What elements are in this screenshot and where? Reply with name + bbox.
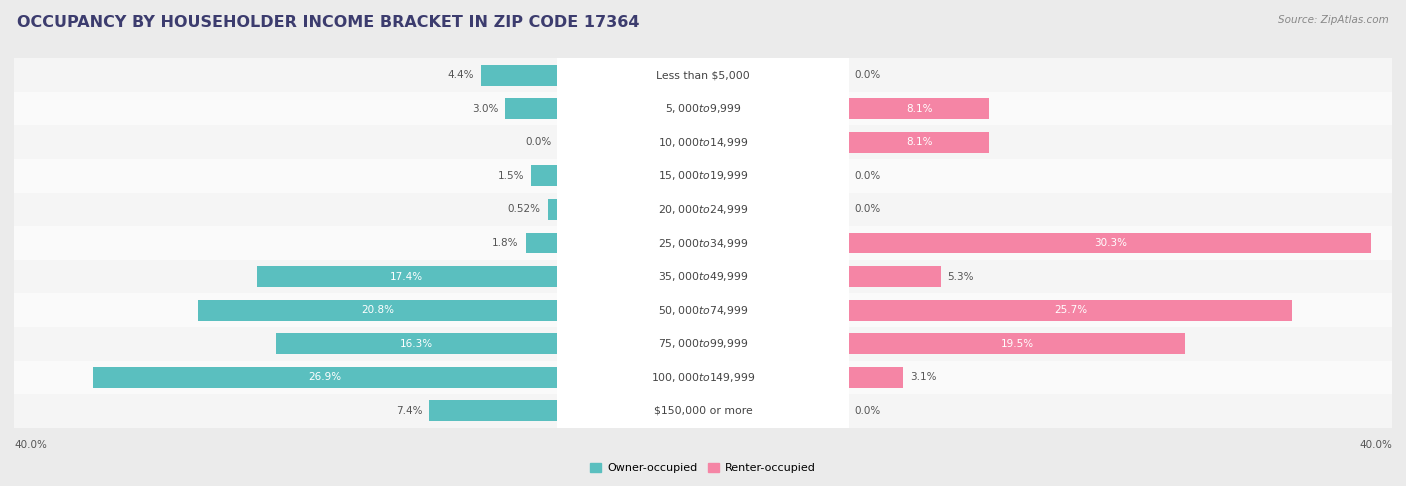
Bar [14,226,1392,260]
Bar [557,125,849,159]
Text: 8.1%: 8.1% [905,137,932,147]
Bar [481,65,557,86]
Text: 0.0%: 0.0% [855,70,880,80]
Bar [557,226,849,260]
Text: 16.3%: 16.3% [399,339,433,349]
Bar [14,92,1392,125]
Bar [849,98,988,119]
Text: $20,000 to $24,999: $20,000 to $24,999 [658,203,748,216]
Bar [849,233,1371,253]
Bar [849,333,1185,354]
Text: 8.1%: 8.1% [905,104,932,114]
Bar [557,394,849,428]
Text: 19.5%: 19.5% [1001,339,1033,349]
Text: 40.0%: 40.0% [1360,439,1392,450]
Bar [14,192,1392,226]
Bar [526,233,557,253]
Text: 0.0%: 0.0% [855,171,880,181]
Bar [849,300,1292,321]
Bar [198,300,557,321]
Bar [14,394,1392,428]
Bar [531,165,557,186]
Bar [557,327,849,361]
Text: Less than $5,000: Less than $5,000 [657,70,749,80]
Bar [849,132,988,153]
Text: 0.0%: 0.0% [526,137,551,147]
Bar [849,266,941,287]
Text: 40.0%: 40.0% [14,439,46,450]
Bar [548,199,557,220]
Bar [14,260,1392,294]
Text: $150,000 or more: $150,000 or more [654,406,752,416]
Bar [505,98,557,119]
Text: 20.8%: 20.8% [361,305,394,315]
Text: 1.5%: 1.5% [498,171,524,181]
Text: 26.9%: 26.9% [308,372,342,382]
Text: 1.8%: 1.8% [492,238,519,248]
Text: OCCUPANCY BY HOUSEHOLDER INCOME BRACKET IN ZIP CODE 17364: OCCUPANCY BY HOUSEHOLDER INCOME BRACKET … [17,15,640,30]
Text: 3.0%: 3.0% [471,104,498,114]
Bar [14,58,1392,92]
Text: 17.4%: 17.4% [391,272,423,281]
Bar [14,294,1392,327]
Text: $35,000 to $49,999: $35,000 to $49,999 [658,270,748,283]
Bar [14,361,1392,394]
Bar [557,92,849,125]
Text: $75,000 to $99,999: $75,000 to $99,999 [658,337,748,350]
Text: 5.3%: 5.3% [948,272,974,281]
Text: $25,000 to $34,999: $25,000 to $34,999 [658,237,748,249]
Bar [557,294,849,327]
Text: 25.7%: 25.7% [1054,305,1087,315]
Bar [14,327,1392,361]
Bar [429,400,557,421]
Text: 0.0%: 0.0% [855,205,880,214]
Bar [557,260,849,294]
Bar [557,159,849,192]
Bar [557,58,849,92]
Text: $50,000 to $74,999: $50,000 to $74,999 [658,304,748,317]
Bar [14,159,1392,192]
Text: 7.4%: 7.4% [395,406,422,416]
Bar [257,266,557,287]
Legend: Owner-occupied, Renter-occupied: Owner-occupied, Renter-occupied [586,458,820,478]
Text: 0.52%: 0.52% [508,205,541,214]
Text: 3.1%: 3.1% [910,372,936,382]
Text: 0.0%: 0.0% [855,406,880,416]
Text: $5,000 to $9,999: $5,000 to $9,999 [665,102,741,115]
Text: $100,000 to $149,999: $100,000 to $149,999 [651,371,755,384]
Text: $10,000 to $14,999: $10,000 to $14,999 [658,136,748,149]
Bar [557,192,849,226]
Bar [849,367,903,388]
Text: 30.3%: 30.3% [1094,238,1126,248]
Bar [557,361,849,394]
Bar [14,125,1392,159]
Bar [93,367,557,388]
Bar [276,333,557,354]
Text: $15,000 to $19,999: $15,000 to $19,999 [658,169,748,182]
Text: Source: ZipAtlas.com: Source: ZipAtlas.com [1278,15,1389,25]
Text: 4.4%: 4.4% [447,70,474,80]
